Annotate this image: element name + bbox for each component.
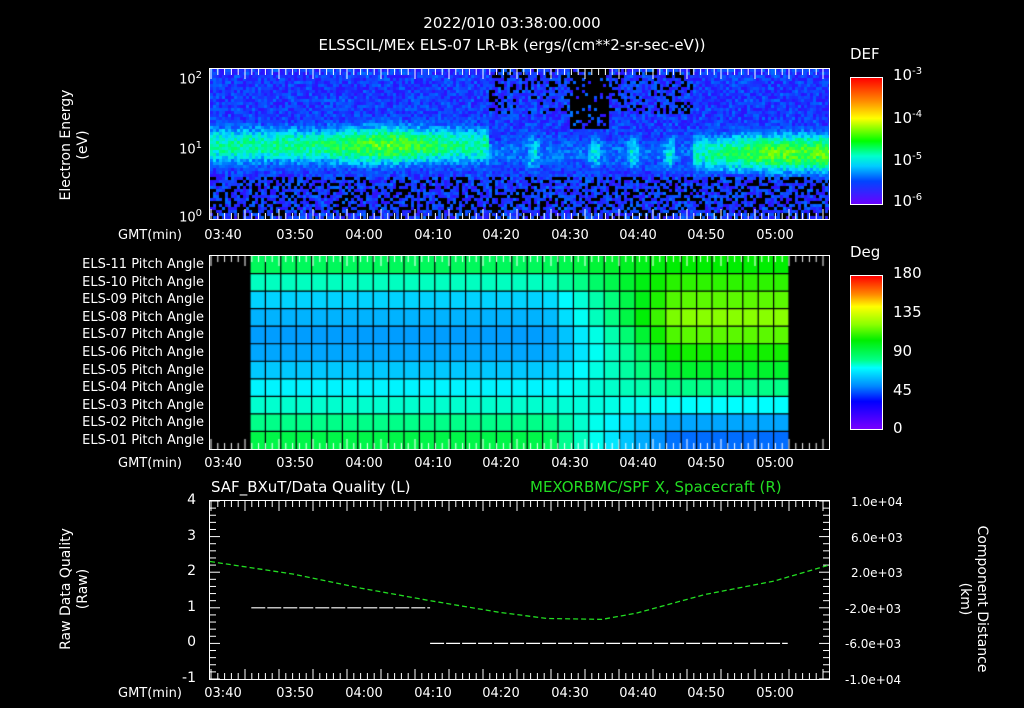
x-tick-label: 03:40 <box>204 456 242 471</box>
pitch-angle-row-label: ELS-08 Pitch Angle <box>82 309 204 325</box>
pitch-angle-row-label: ELS-06 Pitch Angle <box>82 345 204 360</box>
data-quality-axis-label-line2: (Raw) <box>75 568 91 610</box>
distance-axis-label-line1: Component Distance <box>974 525 990 673</box>
deg-tick-45: 45 <box>893 381 913 399</box>
energy-axis-label-line1: Electron Energy <box>58 89 74 201</box>
x-tick-label: 03:50 <box>276 686 314 701</box>
data-quality-tick: 3 <box>187 527 196 544</box>
pitch-angle-row-label: ELS-03 Pitch Angle <box>82 397 204 413</box>
data-quality-title: SAF_BXuT/Data Quality (L) <box>211 478 411 496</box>
pitch-angle-row-label: ELS-11 Pitch Angle <box>82 257 204 272</box>
deg-tick-180: 180 <box>893 264 922 282</box>
x-tick-label: 04:50 <box>687 686 725 701</box>
pitch-angle-row-label: ELS-02 Pitch Angle <box>82 415 204 431</box>
energy-tick-10: 101 <box>179 140 202 158</box>
pitch-angle-row-label: ELS-07 Pitch Angle <box>82 327 204 343</box>
x-tick-label: 04:20 <box>482 228 520 243</box>
x-tick-label: 04:00 <box>345 456 383 471</box>
x-tick-label: 04:20 <box>482 686 520 701</box>
data-quality-tick: 4 <box>187 492 196 508</box>
x-tick-label: 03:40 <box>204 686 242 701</box>
data-quality-axis-label-line1: Raw Data Quality <box>58 528 74 650</box>
pitch-angle-plot[interactable] <box>209 255 830 450</box>
def-colorbar <box>850 77 883 205</box>
distance-tick: -2.0e+03 <box>845 601 902 616</box>
x-tick-label: 04:40 <box>619 686 657 701</box>
spectrogram-ticks <box>210 69 824 219</box>
x-tick-label: 04:00 <box>345 228 383 243</box>
x-tick-label: 04:30 <box>551 456 589 471</box>
deg-tick-0: 0 <box>893 419 903 437</box>
x-tick-label: 04:40 <box>619 228 657 243</box>
x-axis-label-3: GMT(min) <box>118 686 182 701</box>
x-tick-label: 04:20 <box>482 456 520 471</box>
def-tick-3: 10-5 <box>893 151 923 169</box>
energy-tick-100: 102 <box>179 70 202 88</box>
pitch-angle-canvas <box>210 256 829 449</box>
data-quality-tick: 1 <box>187 598 196 615</box>
deg-tick-90: 90 <box>893 342 913 360</box>
spacecraft-distance-title: MEXORBMC/SPF X, Spacecraft (R) <box>530 478 782 496</box>
x-tick-label: 04:10 <box>414 456 452 471</box>
x-tick-label: 04:30 <box>551 228 589 243</box>
data-quality-tick: 0 <box>187 634 196 651</box>
distance-axis-label: Component Distance (km) <box>956 514 990 684</box>
distance-tick: 1.0e+04 <box>851 495 903 509</box>
pitch-angle-row-label: ELS-09 Pitch Angle <box>82 292 204 308</box>
def-colorbar-label: DEF <box>850 45 880 63</box>
x-tick-label: 04:10 <box>414 686 452 701</box>
deg-colorbar <box>850 275 883 430</box>
x-tick-label: 04:30 <box>551 686 589 701</box>
distance-tick: -1.0e+04 <box>845 673 902 687</box>
line-plot-svg <box>210 501 829 679</box>
x-axis-label-2: GMT(min) <box>118 456 182 471</box>
x-tick-label: 05:00 <box>756 228 794 243</box>
pitch-angle-row-label: ELS-05 Pitch Angle <box>82 362 204 378</box>
pitch-angle-row-label: ELS-01 Pitch Angle <box>82 433 204 448</box>
data-quality-axis-label: Raw Data Quality (Raw) <box>58 504 92 674</box>
spectrogram-canvas <box>210 69 829 219</box>
deg-colorbar-label: Deg <box>850 243 881 261</box>
distance-tick: 6.0e+03 <box>851 530 903 545</box>
energy-axis-label-line2: (eV) <box>75 130 91 160</box>
x-tick-label: 04:10 <box>414 228 452 243</box>
def-tick-2: 10-4 <box>893 109 923 127</box>
spectrogram-plot[interactable] <box>209 68 830 220</box>
def-tick-1: 10-3 <box>893 66 923 84</box>
x-tick-label: 04:50 <box>687 228 725 243</box>
data-quality-tick: 2 <box>187 563 196 580</box>
deg-tick-135: 135 <box>893 303 922 321</box>
x-tick-label: 04:00 <box>345 686 383 701</box>
x-tick-label: 03:50 <box>276 228 314 243</box>
x-tick-label: 05:00 <box>756 456 794 471</box>
x-tick-label: 04:40 <box>619 456 657 471</box>
line-plot[interactable] <box>209 500 830 680</box>
energy-tick-1: 100 <box>179 208 202 226</box>
x-axis-label-1: GMT(min) <box>118 228 182 243</box>
pitch-angle-row-label: ELS-04 Pitch Angle <box>82 380 204 396</box>
data-quality-tick: -1 <box>182 670 196 686</box>
plot-title: ELSSCIL/MEx ELS-07 LR-Bk (ergs/(cm**2-sr… <box>318 36 706 54</box>
plot-timestamp: 2022/010 03:38:00.000 <box>423 14 601 32</box>
distance-tick: 2.0e+03 <box>851 566 903 581</box>
distance-axis-label-line2: (km) <box>957 582 973 616</box>
x-tick-label: 04:50 <box>687 456 725 471</box>
x-tick-label: 03:40 <box>204 228 242 243</box>
def-tick-4: 10-6 <box>893 192 923 210</box>
x-tick-label: 03:50 <box>276 456 314 471</box>
x-tick-label: 05:00 <box>756 686 794 701</box>
distance-tick: -6.0e+03 <box>845 637 902 652</box>
energy-axis-label: Electron Energy (eV) <box>58 60 92 230</box>
pitch-angle-row-label: ELS-10 Pitch Angle <box>82 274 204 290</box>
